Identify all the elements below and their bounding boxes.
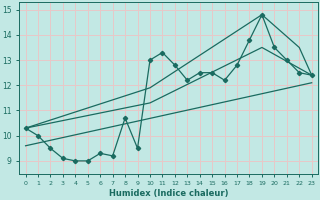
X-axis label: Humidex (Indice chaleur): Humidex (Indice chaleur) (109, 189, 228, 198)
